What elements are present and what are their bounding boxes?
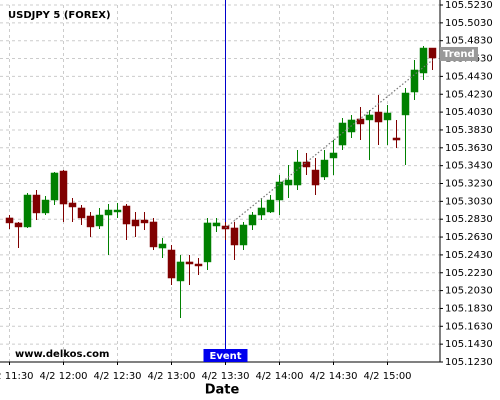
candle-body bbox=[374, 111, 383, 123]
candle-body bbox=[185, 261, 194, 265]
y-tick-label: 105.3830 bbox=[445, 125, 493, 136]
candle-body bbox=[131, 219, 140, 227]
candle-body bbox=[77, 207, 86, 219]
candle-body bbox=[239, 224, 248, 246]
candle-body bbox=[50, 172, 59, 201]
y-tick-label: 105.2230 bbox=[445, 268, 493, 279]
candle-body bbox=[329, 152, 338, 159]
candle-body bbox=[302, 161, 311, 168]
candle-body bbox=[311, 169, 320, 186]
candle-body bbox=[275, 181, 284, 201]
trend-label-box bbox=[440, 46, 478, 61]
x-axis-label: Date bbox=[205, 383, 240, 398]
candle-body bbox=[248, 214, 257, 226]
y-tick-label: 105.1630 bbox=[445, 321, 493, 332]
candle-body bbox=[176, 261, 185, 282]
y-tick-label: 105.2430 bbox=[445, 250, 493, 261]
candle-body bbox=[383, 112, 392, 121]
candle-body bbox=[149, 221, 158, 248]
candle-body bbox=[158, 243, 167, 249]
candle-body bbox=[14, 222, 23, 228]
candle-body bbox=[59, 170, 68, 205]
candle-body bbox=[32, 194, 41, 214]
candle-body bbox=[68, 202, 77, 208]
x-tick-label: 4/2 15:00 bbox=[363, 371, 411, 382]
x-tick-label: 4/2 12:30 bbox=[93, 371, 141, 382]
candle-body bbox=[428, 47, 437, 59]
candle-body bbox=[167, 249, 176, 279]
y-tick-label: 105.4430 bbox=[445, 71, 493, 82]
candle-body bbox=[122, 205, 131, 225]
candle-body bbox=[230, 227, 239, 246]
y-tick-label: 105.2030 bbox=[445, 286, 493, 297]
y-tick-label: 105.1830 bbox=[445, 303, 493, 314]
event-label-box bbox=[203, 349, 248, 362]
x-tick-label: 4/2 13:00 bbox=[147, 371, 195, 382]
y-tick-label: 105.3630 bbox=[445, 143, 493, 154]
x-tick-label: 4/2 14:00 bbox=[255, 371, 303, 382]
candle-body bbox=[365, 114, 374, 121]
y-tick-label: 105.2630 bbox=[445, 232, 493, 243]
y-tick-label: 105.3430 bbox=[445, 161, 493, 172]
candle-body bbox=[5, 217, 14, 224]
y-tick-label: 105.5030 bbox=[445, 18, 493, 29]
candle-body bbox=[104, 209, 113, 216]
candle-body bbox=[23, 194, 32, 228]
watermark: www.delkos.com bbox=[15, 349, 109, 360]
candle-body bbox=[113, 209, 122, 213]
candle-body bbox=[338, 122, 347, 146]
chart-title: USDJPY 5 (FOREX) bbox=[8, 10, 111, 21]
candle-body bbox=[86, 215, 95, 228]
candle-body bbox=[401, 92, 410, 116]
y-tick-label: 105.1430 bbox=[445, 339, 493, 350]
trend-label: Trend bbox=[443, 49, 475, 60]
y-tick-label: 105.4230 bbox=[445, 89, 493, 100]
y-tick-label: 105.4830 bbox=[445, 36, 493, 47]
y-tick-label: 105.2830 bbox=[445, 214, 493, 225]
y-tick-label: 105.4030 bbox=[445, 107, 493, 118]
y-tick-label: 105.3230 bbox=[445, 179, 493, 190]
x-tick-label: 4/2 13:30 bbox=[201, 371, 249, 382]
trend-line bbox=[225, 59, 433, 229]
y-tick-label: 105.1230 bbox=[445, 357, 493, 368]
candle-body bbox=[392, 137, 401, 141]
candle-body bbox=[257, 207, 266, 216]
candle-body bbox=[212, 222, 221, 227]
candle-body bbox=[356, 118, 365, 125]
candle-body bbox=[320, 159, 329, 178]
candle-body bbox=[266, 199, 275, 213]
y-tick-label: 105.3030 bbox=[445, 196, 493, 207]
candle-body bbox=[284, 179, 293, 186]
candle-body bbox=[410, 69, 419, 93]
x-tick-label: 4/2 12:00 bbox=[39, 371, 87, 382]
candle-body bbox=[419, 47, 428, 74]
candle-body bbox=[140, 219, 149, 224]
candle-body bbox=[293, 161, 302, 186]
x-tick-label: 4/2 11:30 bbox=[0, 371, 34, 382]
y-tick-label: 105.5230 bbox=[445, 0, 493, 11]
candle-body bbox=[95, 214, 104, 227]
candle-body bbox=[194, 263, 203, 267]
x-tick-label: 4/2 14:30 bbox=[309, 371, 357, 382]
candle-body bbox=[41, 199, 50, 214]
event-label: Event bbox=[209, 351, 241, 362]
candle-body bbox=[203, 222, 212, 263]
